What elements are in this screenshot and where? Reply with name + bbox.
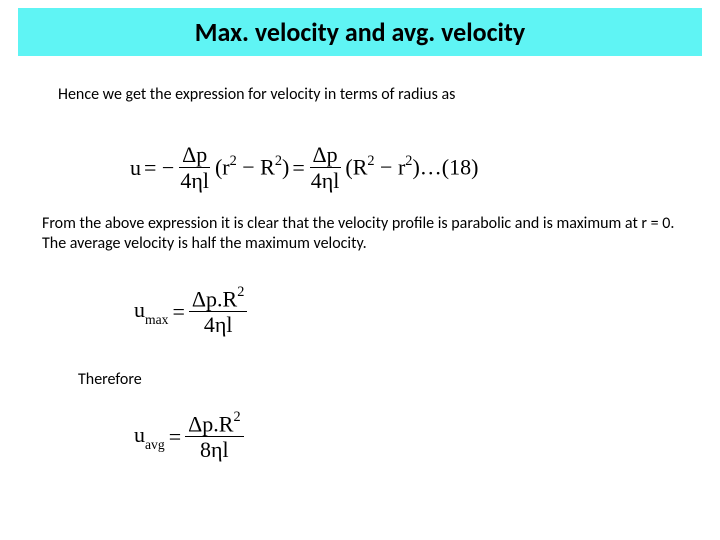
eq1-equals2: = xyxy=(292,155,304,181)
eq2-frac: Δp.R2 4ηl xyxy=(189,287,247,337)
eq3-num: Δp.R2 xyxy=(185,412,243,437)
slide-title: Max. velocity and avg. velocity xyxy=(195,16,525,48)
eq3-lhs: uavg xyxy=(134,422,165,451)
paragraph-explain: From the above expression it is clear th… xyxy=(42,214,678,254)
eq3-frac: Δp.R2 8ηl xyxy=(185,412,243,462)
equation-uavg: uavg = Δp.R2 8ηl xyxy=(134,412,244,462)
paragraph-intro: Hence we get the expression for velocity… xyxy=(58,85,455,104)
eq2-equals: = xyxy=(172,299,184,325)
eq1-paren2: (R2 − r2)…(18) xyxy=(345,154,478,180)
eq1-paren1: (r2 − R2) xyxy=(215,154,289,180)
title-bar: Max. velocity and avg. velocity xyxy=(18,8,702,56)
eq1-lhs: u xyxy=(130,155,141,181)
equation-umax: umax = Δp.R2 4ηl xyxy=(134,287,247,337)
eq3-den: 8ηl xyxy=(197,437,232,461)
eq1-frac1-num: Δp xyxy=(179,143,210,168)
eq1-equals-neg: = − xyxy=(144,155,174,181)
therefore-label: Therefore xyxy=(78,370,142,389)
eq2-lhs: umax xyxy=(134,297,168,326)
eq2-den: 4ηl xyxy=(201,312,236,336)
eq1-frac1-den: 4ηl xyxy=(177,168,212,192)
equation-velocity-radius: u = − Δp 4ηl (r2 − R2) = Δp 4ηl (R2 − r2… xyxy=(130,143,478,192)
eq1-frac2-den: 4ηl xyxy=(308,168,343,192)
eq1-frac2: Δp 4ηl xyxy=(308,143,343,192)
eq3-equals: = xyxy=(169,424,181,450)
eq1-frac2-num: Δp xyxy=(310,143,341,168)
eq1-frac1: Δp 4ηl xyxy=(177,143,212,192)
eq2-num: Δp.R2 xyxy=(189,287,247,312)
